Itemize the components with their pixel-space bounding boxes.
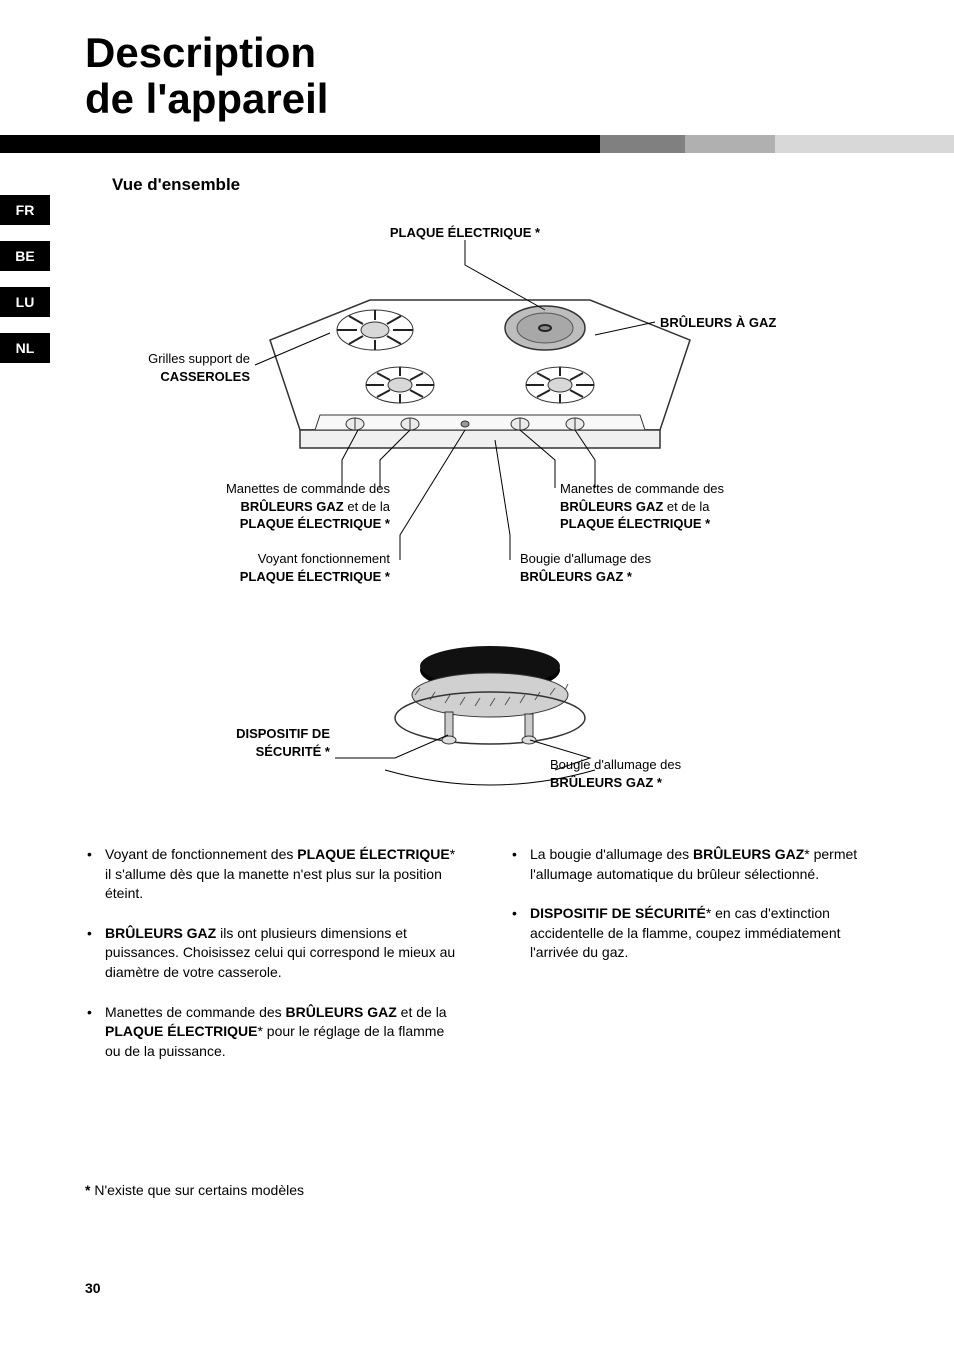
right-column: La bougie d'allumage des BRÛLEURS GAZ* p… xyxy=(510,845,885,1081)
bl3-b2: PLAQUE ÉLECTRIQUE xyxy=(105,1023,257,1039)
left-column: Voyant de fonctionnement des PLAQUE ÉLEC… xyxy=(85,845,460,1081)
underline-seg-1 xyxy=(0,135,600,153)
page-title: Description de l'appareil xyxy=(85,30,328,122)
bougie2-l2: BRÛLEURS GAZ * xyxy=(550,775,662,790)
label-bougie-2: Bougie d'allumage des BRÛLEURS GAZ * xyxy=(550,756,750,791)
br2-b0: DISPOSITIF DE SÉCURITÉ xyxy=(530,905,706,921)
bl2-b0: BRÛLEURS GAZ xyxy=(105,925,216,941)
title-line-1: Description xyxy=(85,30,328,76)
label-dispositif: DISPOSITIF DE SÉCURITÉ * xyxy=(200,725,330,760)
bullet-right-2: DISPOSITIF DE SÉCURITÉ* en cas d'extinct… xyxy=(510,904,885,963)
body-text: Voyant de fonctionnement des PLAQUE ÉLEC… xyxy=(85,845,885,1081)
lang-tab-fr[interactable]: FR xyxy=(0,195,50,225)
language-tabs: FR BE LU NL xyxy=(0,195,50,379)
underline-seg-2 xyxy=(600,135,685,153)
lang-tab-lu[interactable]: LU xyxy=(0,287,50,317)
diagram-area: PLAQUE ÉLECTRIQUE * xyxy=(100,210,880,810)
footnote: * N'existe que sur certains modèles xyxy=(85,1182,304,1198)
bullet-right-1: La bougie d'allumage des BRÛLEURS GAZ* p… xyxy=(510,845,885,884)
title-line-2: de l'appareil xyxy=(85,76,328,122)
bougie2-l1: Bougie d'allumage des xyxy=(550,757,681,772)
disp-l2: SÉCURITÉ * xyxy=(256,744,330,759)
disp-l1: DISPOSITIF DE xyxy=(236,726,330,741)
bl1-b1: PLAQUE ÉLECTRIQUE xyxy=(297,846,449,862)
br1-b1: BRÛLEURS GAZ xyxy=(693,846,804,862)
bl3-pre: Manettes de commande des xyxy=(105,1004,286,1020)
page-number: 30 xyxy=(85,1280,101,1296)
section-heading: Vue d'ensemble xyxy=(112,175,240,195)
bl1-pre: Voyant de fonctionnement des xyxy=(105,846,297,862)
bl3-b1: BRÛLEURS GAZ xyxy=(286,1004,397,1020)
br1-pre: La bougie d'allumage des xyxy=(530,846,693,862)
bl3-mid: et de la xyxy=(397,1004,447,1020)
burner-leader-lines xyxy=(100,210,880,810)
underline-seg-3 xyxy=(685,135,775,153)
bullet-left-3: Manettes de commande des BRÛLEURS GAZ et… xyxy=(85,1003,460,1062)
bullet-left-1: Voyant de fonctionnement des PLAQUE ÉLEC… xyxy=(85,845,460,904)
underline-seg-4 xyxy=(775,135,954,153)
lang-tab-be[interactable]: BE xyxy=(0,241,50,271)
footnote-text: N'existe que sur certains modèles xyxy=(90,1182,304,1198)
lang-tab-nl[interactable]: NL xyxy=(0,333,50,363)
bullet-left-2: BRÛLEURS GAZ ils ont plusieurs dimension… xyxy=(85,924,460,983)
title-underline xyxy=(0,135,954,153)
